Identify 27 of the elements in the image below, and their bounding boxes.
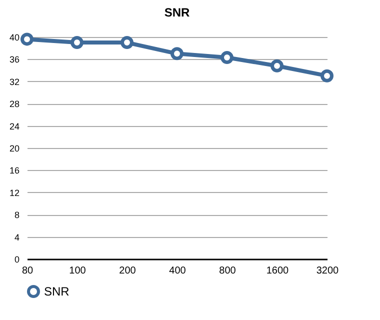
point — [270, 59, 284, 72]
x-tick-label: 400 — [169, 266, 186, 276]
x-tick-label: 3200 — [316, 266, 340, 276]
x-tick-label: 200 — [119, 266, 136, 276]
y-tick-label: 32 — [9, 76, 20, 87]
x-tick-label: 1600 — [266, 266, 290, 276]
point — [320, 69, 334, 82]
y-tick-label: 16 — [9, 166, 20, 176]
y-tick-label: 4 — [14, 232, 20, 242]
y-tick-label: 28 — [9, 99, 20, 110]
chart-title: SNR — [164, 5, 190, 20]
legend-label: SNR — [44, 284, 70, 298]
y-tick-label: 12 — [9, 188, 20, 198]
x-tick-label: 80 — [22, 266, 34, 276]
y-tick-label: 8 — [14, 210, 20, 220]
x-tick-label: 800 — [219, 266, 236, 276]
point — [170, 47, 184, 60]
point — [120, 36, 134, 50]
point — [220, 51, 234, 64]
point — [20, 32, 34, 46]
x-tick-label: 100 — [69, 266, 86, 276]
y-tick-label: 20 — [9, 144, 20, 154]
y-tick-label: 0 — [14, 254, 20, 264]
point — [70, 36, 84, 50]
y-tick-label: 36 — [9, 54, 20, 65]
y-tick-label: 40 — [9, 32, 20, 42]
y-tick-label: 24 — [9, 121, 20, 132]
